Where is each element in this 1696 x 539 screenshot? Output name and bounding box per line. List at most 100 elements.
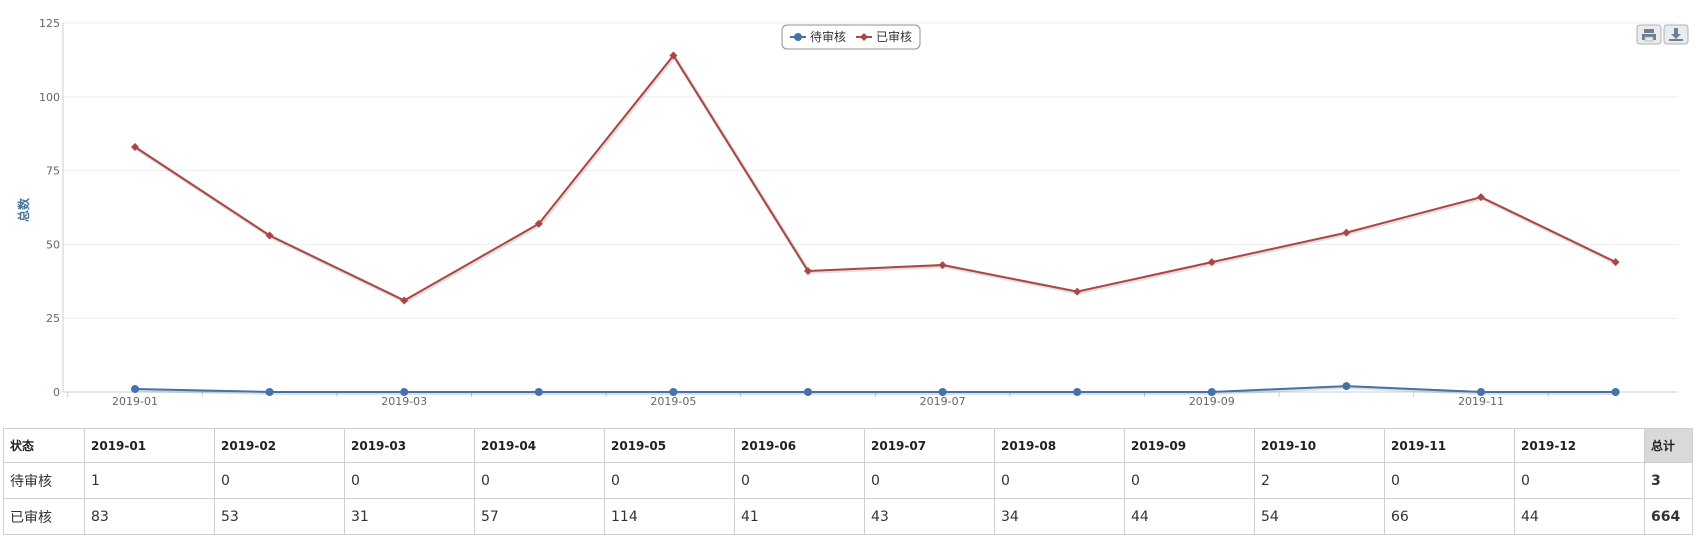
y-tick-label: 75 — [46, 165, 60, 178]
grid-lines — [63, 22, 1678, 319]
table-header-row: 状态 2019-01 2019-02 2019-03 2019-04 2019-05 20… — [3, 428, 1693, 463]
export-buttons[interactable] — [1636, 24, 1689, 45]
status-column-header: 状态 — [3, 428, 85, 463]
data-point[interactable] — [131, 142, 139, 151]
data-point[interactable] — [1477, 388, 1485, 396]
data-point[interactable] — [669, 388, 678, 396]
row-total: 3 — [1644, 462, 1693, 499]
column-header: 2019-01 — [84, 428, 215, 463]
x-tick-label: 2019-07 — [920, 395, 966, 408]
column-header: 2019-04 — [474, 428, 605, 463]
legend-item[interactable]: 待审核 — [790, 29, 846, 44]
print-button[interactable] — [1636, 24, 1662, 45]
data-point[interactable] — [938, 261, 947, 270]
data-point[interactable] — [265, 231, 274, 240]
data-point[interactable] — [400, 388, 409, 396]
data-point[interactable] — [534, 219, 543, 228]
table-cell: 43 — [864, 498, 995, 535]
column-header: 2019-09 — [1124, 428, 1255, 463]
series-line — [134, 53, 1617, 302]
data-point[interactable] — [400, 296, 409, 305]
table-cell: 0 — [1384, 462, 1515, 499]
legend-label: 待审核 — [810, 29, 846, 44]
column-header: 2019-12 — [1514, 428, 1645, 463]
legend-marker — [794, 33, 802, 41]
column-header: 2019-06 — [734, 428, 865, 463]
legend[interactable]: 待审核 已审核 — [781, 24, 921, 50]
row-label: 已审核 — [3, 498, 85, 535]
print-icon — [1642, 29, 1656, 42]
data-point[interactable] — [131, 385, 139, 394]
data-point[interactable] — [804, 266, 812, 275]
data-point[interactable] — [938, 388, 947, 396]
table-cell: 0 — [734, 462, 865, 499]
series-1 — [131, 51, 1620, 305]
table-cell: 0 — [474, 462, 605, 499]
table-cell: 0 — [214, 462, 345, 499]
table-cell: 66 — [1384, 498, 1515, 535]
y-axis-title: 总数 — [16, 197, 31, 222]
data-point[interactable] — [1611, 258, 1620, 267]
x-tick-label: 2019-05 — [650, 395, 696, 408]
data-point[interactable] — [1073, 287, 1082, 296]
download-button[interactable] — [1663, 24, 1689, 45]
column-header: 2019-02 — [214, 428, 345, 463]
table-cell: 34 — [994, 498, 1125, 535]
x-tick-label: 2019-03 — [381, 395, 427, 408]
table-cell: 44 — [1124, 498, 1255, 535]
series-shadow — [134, 53, 1618, 304]
data-point[interactable] — [1477, 193, 1485, 202]
table-cell: 0 — [864, 462, 995, 499]
table-cell: 114 — [604, 498, 735, 535]
data-point[interactable] — [1342, 382, 1351, 391]
data-point[interactable] — [1342, 228, 1351, 237]
y-tick-label: 0 — [53, 386, 60, 399]
table-cell: 0 — [1124, 462, 1255, 499]
series-layer — [131, 51, 1620, 396]
data-point[interactable] — [1073, 388, 1082, 396]
column-header: 2019-08 — [994, 428, 1125, 463]
column-header: 2019-07 — [864, 428, 995, 463]
x-axis: 2019-01 2019-03 2019-05 2019-07 2019-09 2019-… — [62, 23, 1678, 408]
series-line — [134, 385, 1616, 393]
table-cell: 53 — [214, 498, 345, 535]
table-cell: 44 — [1514, 498, 1645, 535]
column-header: 2019-05 — [604, 428, 735, 463]
y-tick-label: 100 — [39, 91, 60, 104]
data-point[interactable] — [265, 388, 274, 396]
y-tick-label: 125 — [39, 17, 60, 30]
summary-table: 状态 2019-01 2019-02 2019-03 2019-04 2019-05 20… — [3, 428, 1693, 535]
x-tick-label: 2019-11 — [1458, 395, 1504, 408]
table-cell: 54 — [1254, 498, 1385, 535]
row-label: 待审核 — [3, 462, 85, 499]
data-point[interactable] — [534, 388, 543, 396]
table-cell: 57 — [474, 498, 605, 535]
y-tick-label: 25 — [46, 312, 60, 325]
table-cell: 0 — [1514, 462, 1645, 499]
table-cell: 0 — [344, 462, 475, 499]
table-cell: 0 — [604, 462, 735, 499]
table-cell: 41 — [734, 498, 865, 535]
y-tick-label: 50 — [46, 238, 60, 251]
y-axis-ticks: 0 25 50 75 100 125 — [39, 17, 60, 399]
column-header: 2019-03 — [344, 428, 475, 463]
table-cell: 83 — [84, 498, 215, 535]
data-point[interactable] — [1207, 258, 1216, 267]
table-cell: 31 — [344, 498, 475, 535]
data-point[interactable] — [804, 388, 812, 396]
table-row: 已审核 83 53 31 57 114 41 43 34 44 54 66 44 664 — [3, 498, 1693, 535]
x-tick-label: 2019-01 — [112, 395, 158, 408]
x-tick-label: 2019-09 — [1189, 395, 1235, 408]
legend-box — [781, 24, 921, 50]
data-point[interactable] — [669, 51, 678, 60]
data-point[interactable] — [1611, 388, 1620, 396]
column-header: 2019-11 — [1384, 428, 1515, 463]
table-cell: 0 — [994, 462, 1125, 499]
table-cell: 2 — [1254, 462, 1385, 499]
row-total: 664 — [1644, 498, 1693, 535]
legend-item[interactable]: 已审核 — [856, 29, 912, 44]
data-point[interactable] — [1207, 388, 1216, 396]
series-0 — [131, 382, 1620, 396]
legend-label: 已审核 — [876, 29, 912, 44]
